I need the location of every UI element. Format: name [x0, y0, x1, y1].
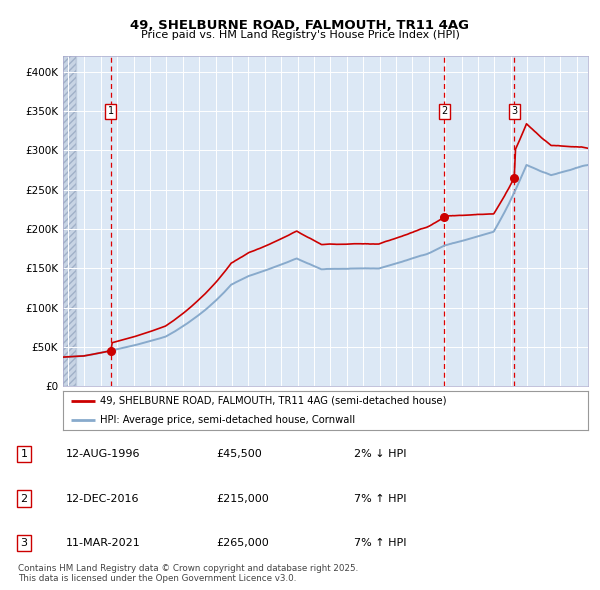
Text: 49, SHELBURNE ROAD, FALMOUTH, TR11 4AG: 49, SHELBURNE ROAD, FALMOUTH, TR11 4AG — [131, 19, 470, 32]
Text: £45,500: £45,500 — [216, 450, 262, 459]
Text: Contains HM Land Registry data © Crown copyright and database right 2025.
This d: Contains HM Land Registry data © Crown c… — [18, 563, 358, 583]
Text: £265,000: £265,000 — [216, 538, 269, 548]
Text: 12-DEC-2016: 12-DEC-2016 — [66, 494, 139, 503]
Text: Price paid vs. HM Land Registry's House Price Index (HPI): Price paid vs. HM Land Registry's House … — [140, 30, 460, 40]
Text: 1: 1 — [107, 106, 114, 116]
Text: 12-AUG-1996: 12-AUG-1996 — [66, 450, 140, 459]
Text: 2: 2 — [442, 106, 448, 116]
Text: 7% ↑ HPI: 7% ↑ HPI — [354, 538, 407, 548]
Text: 3: 3 — [511, 106, 517, 116]
Text: 49, SHELBURNE ROAD, FALMOUTH, TR11 4AG (semi-detached house): 49, SHELBURNE ROAD, FALMOUTH, TR11 4AG (… — [100, 396, 446, 406]
Text: 1: 1 — [20, 450, 28, 459]
Text: HPI: Average price, semi-detached house, Cornwall: HPI: Average price, semi-detached house,… — [100, 415, 355, 425]
Text: 2% ↓ HPI: 2% ↓ HPI — [354, 450, 407, 459]
Text: 2: 2 — [20, 494, 28, 503]
Bar — [63, 56, 76, 386]
Bar — [63, 56, 76, 386]
Text: £215,000: £215,000 — [216, 494, 269, 503]
Text: 11-MAR-2021: 11-MAR-2021 — [66, 538, 141, 548]
Text: 3: 3 — [20, 538, 28, 548]
Text: 7% ↑ HPI: 7% ↑ HPI — [354, 494, 407, 503]
